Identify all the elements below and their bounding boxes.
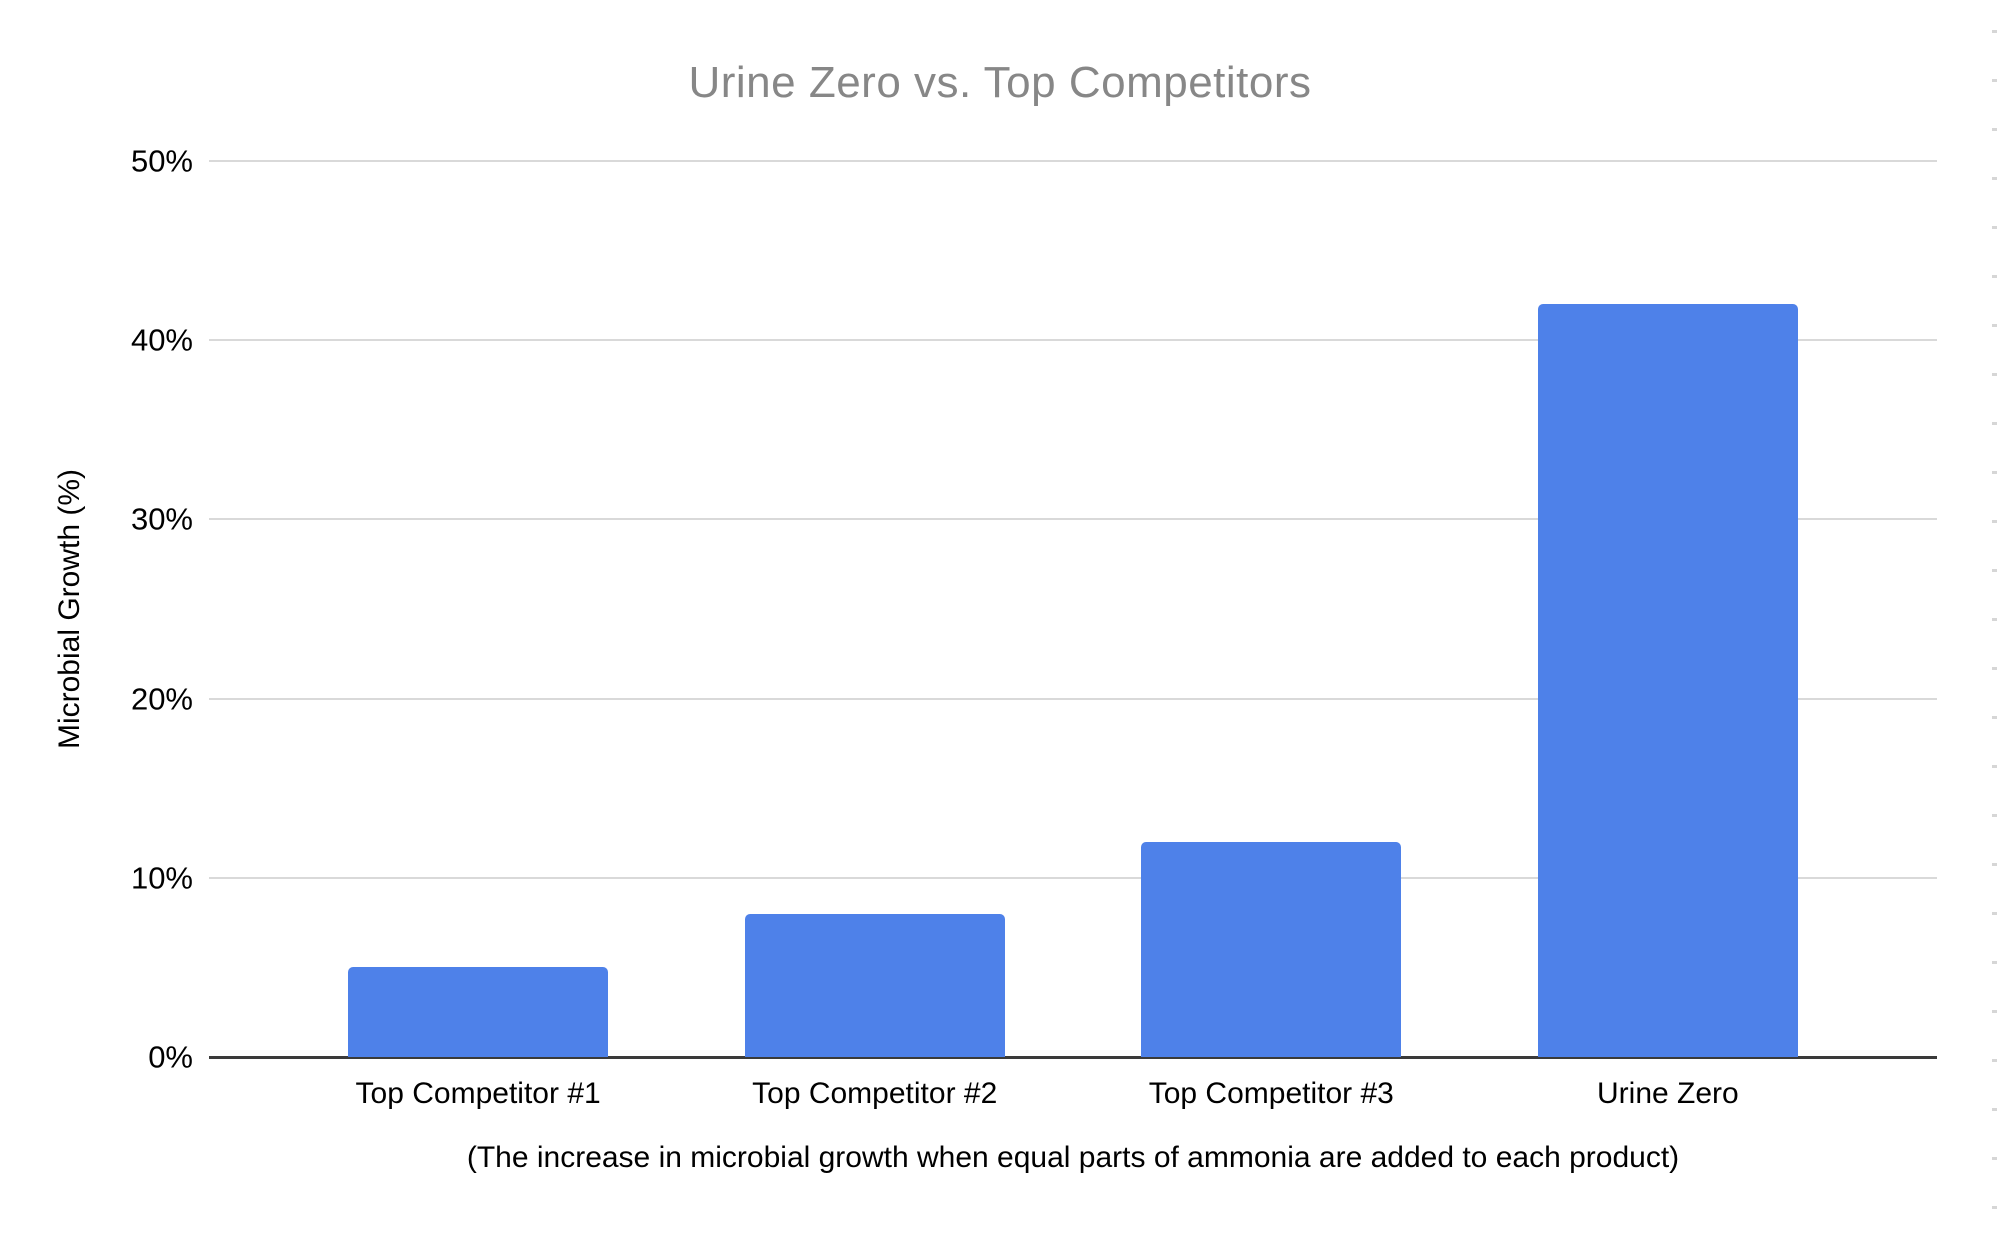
y-tick-label: 30%: [130, 501, 193, 537]
plot-area: [209, 160, 1937, 1059]
y-tick-label: 20%: [130, 681, 193, 717]
right-edge-tick: [1992, 1059, 1997, 1062]
right-edge-tick: [1992, 814, 1997, 817]
right-edge-tick: [1992, 177, 1997, 180]
gridline: [209, 160, 1937, 162]
chart-bar[interactable]: [1141, 841, 1402, 1057]
right-edge-tick: [1992, 569, 1997, 572]
chart-bar[interactable]: [744, 913, 1005, 1057]
right-edge-tick: [1992, 912, 1997, 915]
right-edge-tick: [1992, 1157, 1997, 1160]
right-edge-tick: [1992, 30, 1997, 33]
right-edge-tick: [1992, 128, 1997, 131]
x-axis-label: Urine Zero: [1597, 1077, 1739, 1110]
right-edge-tick: [1992, 765, 1997, 768]
right-edge-tick: [1992, 961, 1997, 964]
y-tick-label: 0%: [148, 1039, 193, 1075]
chart-bar[interactable]: [1537, 304, 1798, 1057]
right-edge-tick: [1992, 422, 1997, 425]
y-axis-ticks: 0% 10% 20% 30% 40% 50%: [0, 146, 193, 1073]
right-edge-tick: [1992, 618, 1997, 621]
x-axis-label: Top Competitor #3: [1148, 1077, 1394, 1110]
right-edge-tick: [1992, 324, 1997, 327]
right-edge-tick: [1992, 226, 1997, 229]
chart-title: Urine Zero vs. Top Competitors: [688, 58, 1312, 107]
gridline: [209, 876, 1937, 879]
right-edge-tick: [1992, 373, 1997, 376]
right-edge-tick: [1992, 863, 1997, 866]
gridline: [209, 518, 1937, 521]
right-edge-tick: [1992, 1010, 1997, 1013]
right-edge-tick: [1992, 275, 1997, 278]
gridline: [209, 697, 1937, 700]
right-edge-tick: [1992, 1108, 1997, 1111]
x-axis-label: Top Competitor #1: [355, 1077, 601, 1110]
x-axis-line: [209, 1056, 1937, 1059]
right-edge-tick: [1992, 716, 1997, 719]
x-axis-labels: Top Competitor #1 Top Competitor #2 Top Co…: [209, 1076, 1937, 1116]
gridline: [209, 339, 1937, 342]
y-tick-label: 10%: [130, 860, 193, 896]
right-edge-tick: [1992, 471, 1997, 474]
right-edge-tick: [1992, 79, 1997, 82]
chart-caption: (The increase in microbial growth when e…: [466, 1141, 1680, 1174]
right-edge-tick: [1992, 520, 1997, 523]
x-axis-label: Top Competitor #2: [752, 1077, 998, 1110]
y-tick-label: 50%: [130, 143, 193, 179]
y-tick-label: 40%: [130, 322, 193, 358]
chart-bar[interactable]: [348, 967, 609, 1057]
right-edge-tick: [1992, 667, 1997, 670]
right-edge-tick: [1992, 1206, 1997, 1209]
